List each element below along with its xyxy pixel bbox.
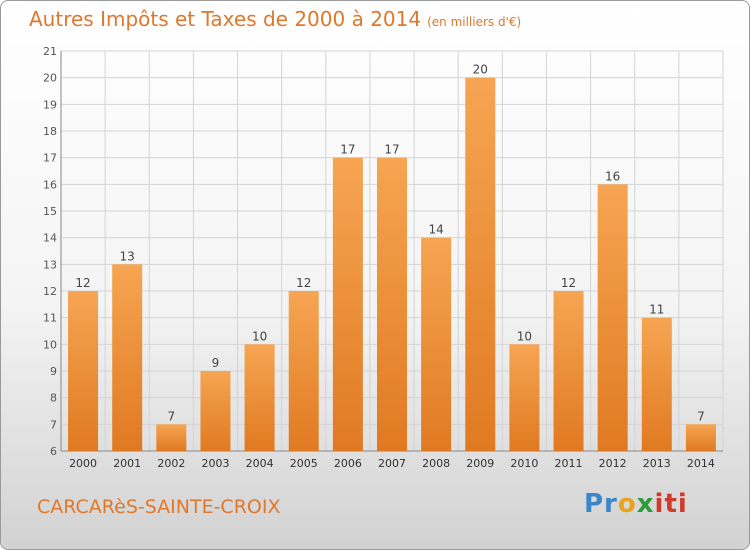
x-tick-label: 2007: [378, 457, 406, 470]
y-tick-label: 15: [43, 205, 57, 218]
bar-value-label: 12: [561, 276, 576, 290]
y-tick-label: 8: [50, 392, 57, 405]
chart-title: Autres Impôts et Taxes de 2000 à 2014 (en…: [29, 7, 521, 31]
y-tick-label: 6: [50, 445, 57, 458]
y-tick-label: 12: [43, 285, 57, 298]
y-tick-label: 13: [43, 258, 57, 271]
bar-value-label: 13: [120, 249, 135, 263]
x-tick-label: 2008: [422, 457, 450, 470]
bar-value-label: 11: [649, 303, 664, 317]
chart-title-main: Autres Impôts et Taxes de 2000 à 2014: [29, 7, 422, 31]
labels: 6 7 8 9 10 11 12 13 14 15 16 17 18 19 20 21 12 2000 13 2001…: [43, 45, 715, 470]
bar: [509, 344, 540, 451]
x-tick-label: 2005: [290, 457, 318, 470]
x-tick-label: 2013: [643, 457, 671, 470]
bar-value-label: 7: [168, 409, 176, 423]
bar-value-label: 20: [473, 63, 488, 77]
commune-name: CARCARèS-SAINTE-CROIX: [37, 496, 281, 518]
bar: [68, 291, 99, 451]
proxiti-logo: Proxiti: [584, 489, 688, 519]
bar-value-label: 10: [252, 329, 267, 343]
bar-value-label: 17: [340, 143, 355, 157]
y-tick-label: 20: [43, 72, 57, 85]
x-tick-label: 2000: [69, 457, 97, 470]
bar-value-label: 12: [296, 276, 311, 290]
bar: [465, 77, 496, 452]
x-tick-label: 2001: [113, 457, 141, 470]
bar: [421, 237, 452, 451]
bar: [244, 344, 275, 451]
bar: [288, 291, 319, 451]
bar: [553, 291, 584, 451]
x-tick-label: 2011: [555, 457, 583, 470]
y-tick-label: 21: [43, 45, 57, 58]
x-tick-label: 2012: [599, 457, 627, 470]
y-tick-label: 11: [43, 312, 57, 325]
bar-value-label: 12: [75, 276, 90, 290]
y-tick-label: 9: [50, 365, 57, 378]
bar: [597, 184, 628, 452]
bar: [200, 371, 231, 451]
bar: [156, 424, 187, 451]
y-tick-label: 17: [43, 152, 57, 165]
bar-value-label: 9: [212, 356, 220, 370]
x-tick-label: 2002: [157, 457, 185, 470]
x-tick-label: 2009: [466, 457, 494, 470]
y-tick-label: 10: [43, 338, 57, 351]
x-tick-label: 2010: [510, 457, 538, 470]
y-tick-label: 7: [50, 418, 57, 431]
chart-title-unit: (en milliers d'€): [427, 15, 522, 29]
bar-value-label: 14: [428, 223, 443, 237]
y-tick-label: 18: [43, 125, 57, 138]
bar: [377, 157, 407, 451]
bars: [68, 77, 716, 452]
y-tick-label: 14: [43, 232, 57, 245]
bar-value-label: 16: [605, 169, 620, 183]
x-tick-label: 2004: [246, 457, 274, 470]
bar: [641, 317, 672, 451]
x-tick-label: 2006: [334, 457, 362, 470]
x-tick-label: 2014: [687, 457, 715, 470]
bar: [685, 424, 716, 451]
bar: [332, 157, 363, 451]
bar: [112, 264, 143, 451]
y-tick-label: 16: [43, 178, 57, 191]
bar-value-label: 7: [697, 409, 705, 423]
y-tick-label: 19: [43, 98, 57, 111]
bar-value-label: 17: [384, 143, 399, 157]
x-tick-label: 2003: [201, 457, 229, 470]
bar-value-label: 10: [517, 329, 532, 343]
